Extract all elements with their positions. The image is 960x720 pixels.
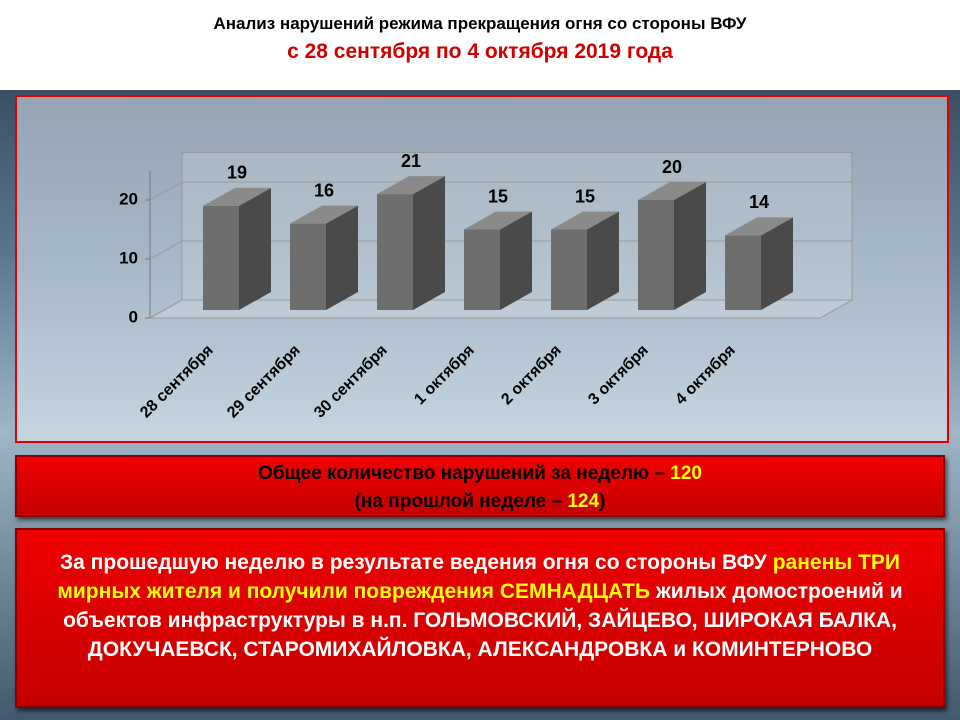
bar-side [674,182,706,310]
summary-previous: 124 [567,491,600,512]
bar-top [464,211,532,230]
value-label: 21 [401,151,421,171]
bar-side [239,187,271,310]
bar-front [464,229,500,310]
details-box: За прошедшую неделю в результате ведения… [15,528,945,708]
y-tick-label: 0 [129,307,138,326]
value-label: 15 [575,186,595,206]
bar-top [377,176,445,195]
bar-side [761,217,793,310]
value-label: 20 [662,157,682,177]
summary-total: 120 [670,463,702,484]
y-tick-label: 20 [119,189,138,208]
x-tick-label: 30 сентября [311,342,391,422]
summary-text: (на прошлой неделе – [354,491,563,512]
x-tick-label: 2 октября [498,342,565,409]
grid-line [149,181,852,201]
summary-text: ) [599,491,606,512]
bar-side [500,211,532,310]
y-tick-label: 10 [119,248,138,267]
x-tick-label: 29 сентября [224,342,304,422]
grid-line [149,240,852,260]
bar-front [290,223,326,310]
bar [290,205,358,310]
bar-front [725,235,761,310]
details-text: За прошедшую неделю в результате ведения… [60,551,767,574]
x-tick-label: 1 октября [411,342,478,409]
bar-front [377,194,413,310]
bar-top [638,182,706,200]
x-tick-label: 4 октября [672,342,739,409]
value-label: 15 [488,186,508,206]
bar [464,211,532,310]
summary-text: Общее количество нарушений за неделю – [258,463,665,484]
bar [638,182,706,310]
bar [551,211,619,310]
x-tick-label: 28 сентября [137,342,217,422]
bar-top [203,187,271,206]
bar-front [551,229,587,310]
details-text: жилых домостроений и объектов инфраструк… [63,580,903,661]
bar-front [638,200,674,310]
header: Анализ нарушений режима прекращения огня… [0,0,960,90]
bar-front [203,205,239,310]
bar [203,187,271,310]
grid-line [149,299,852,319]
x-tick-label: 3 октября [585,342,652,409]
bar-top [551,211,619,230]
details-highlight: ранены ТРИ мирных жителя и получили повр… [57,551,900,603]
value-label: 14 [749,192,769,212]
title: Анализ нарушений режима прекращения огня… [213,14,747,33]
bar-side [587,211,619,310]
value-label: 19 [227,163,247,183]
value-label: 16 [314,180,334,200]
bar [725,217,793,310]
bar-side [326,205,358,310]
bar [377,176,445,310]
summary-box: Общее количество нарушений за неделю – 1… [15,455,945,517]
bar-top [290,205,358,224]
subtitle: с 28 сентября по 4 октября 2019 года [287,40,673,63]
bar-top [725,217,793,236]
bar-side [413,176,445,310]
